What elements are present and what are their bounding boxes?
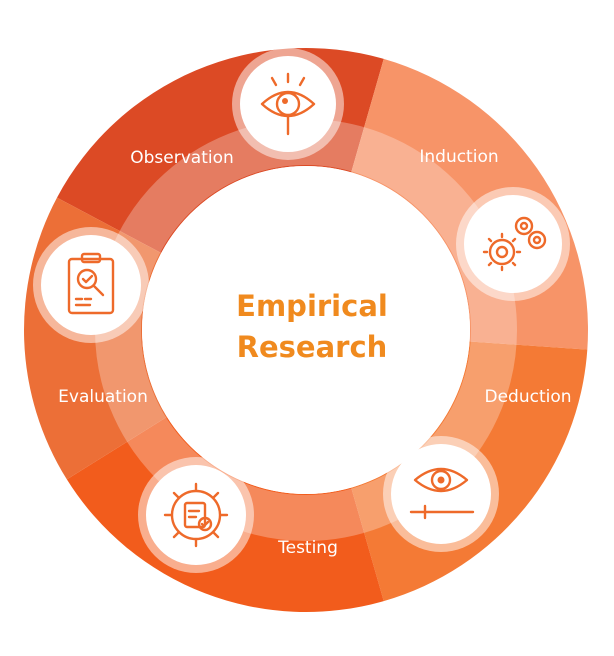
badge-induction [456, 187, 570, 301]
eye-slider-icon [409, 467, 475, 520]
badge-deduction [383, 436, 499, 552]
label-evaluation: Evaluation [58, 387, 148, 407]
center-disk [142, 166, 470, 494]
label-deduction: Deduction [484, 387, 571, 407]
badge-observation [232, 48, 344, 160]
center-title-line-2: Research [237, 330, 388, 364]
gears-icon [482, 216, 547, 272]
label-testing: Testing [277, 538, 338, 558]
badge-testing [138, 457, 254, 573]
gear-clipboard-icon [163, 482, 229, 548]
clipboard-checklist-icon [67, 252, 115, 315]
center-title-line-1: Empirical [236, 289, 388, 323]
eye-magnifier-icon [260, 72, 316, 136]
label-observation: Observation [130, 148, 234, 168]
badge-evaluation [33, 227, 149, 343]
label-induction: Induction [419, 147, 498, 167]
